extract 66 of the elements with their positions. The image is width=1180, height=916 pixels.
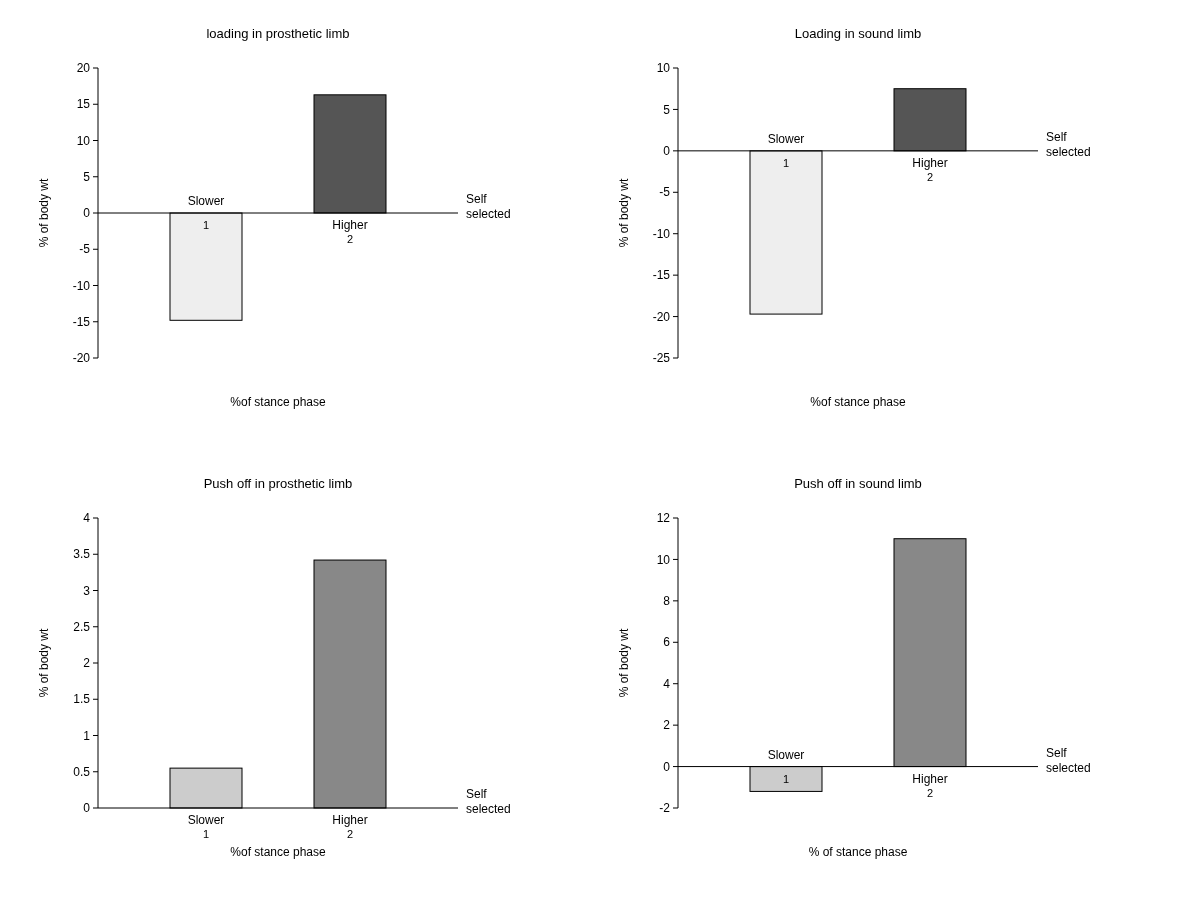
y-tick-label: 12 xyxy=(656,511,671,526)
chart-title: loading in prosthetic limb xyxy=(206,26,350,41)
y-axis-title: % of body wt xyxy=(617,177,631,248)
y-tick-label: 2.5 xyxy=(73,619,91,634)
y-tick-label: -15 xyxy=(652,268,671,283)
y-tick-label: 0 xyxy=(83,801,91,816)
text: Self selected xyxy=(466,787,511,816)
x-tick-label: Slower xyxy=(767,747,805,762)
x-tick-label: Higher xyxy=(912,771,948,786)
x-axis-title: % of stance phase xyxy=(808,845,908,859)
y-tick-label: 5 xyxy=(83,169,91,184)
y-tick-label: 4 xyxy=(83,511,91,526)
y-tick-label: -10 xyxy=(72,278,91,293)
y-tick-label: 2 xyxy=(663,718,671,733)
x-tick-label: Higher xyxy=(332,218,368,232)
y-tick-label: 0 xyxy=(83,206,91,221)
y-tick-label: 1.5 xyxy=(73,692,91,707)
y-tick-label: 5 xyxy=(663,102,671,117)
y-tick-label: -5 xyxy=(659,185,671,200)
x-tick-label: Slower xyxy=(187,813,225,827)
y-tick-label: 2 xyxy=(83,656,91,671)
y-tick-label: -5 xyxy=(79,242,91,257)
y-tick-label: 3.5 xyxy=(73,547,91,562)
y-axis-title: % of body wt xyxy=(617,627,631,698)
y-tick-label: -2 xyxy=(659,801,671,816)
y-tick-label: 0 xyxy=(663,759,671,774)
x-tick-label: Slower xyxy=(187,194,225,208)
annotation: 1 xyxy=(202,828,210,840)
y-tick-label: 10 xyxy=(656,61,671,76)
chart-title: Push off in prosthetic limb xyxy=(203,476,353,491)
y-tick-label: -15 xyxy=(72,314,91,329)
chart-title: Push off in sound limb xyxy=(794,476,922,491)
y-axis-title: % of body wt xyxy=(37,177,51,248)
y-tick-label: 0 xyxy=(663,144,671,159)
y-tick-label: 10 xyxy=(76,133,91,148)
x-axis-title: %of stance phase xyxy=(230,845,327,859)
annotation: 1 xyxy=(782,156,790,169)
x-axis-title: %of stance phase xyxy=(810,395,907,409)
y-tick-label: 20 xyxy=(76,61,91,76)
x-axis-title: %of stance phase xyxy=(230,395,327,409)
chart-title: Loading in sound limb xyxy=(794,26,922,41)
y-tick-label: -10 xyxy=(652,226,671,241)
y-tick-label: 15 xyxy=(76,97,91,112)
annotation: 2 xyxy=(926,786,934,799)
x-tick-label: Higher xyxy=(332,813,368,827)
annotation: 1 xyxy=(202,219,210,231)
text: Self selected xyxy=(1046,129,1091,159)
y-tick-label: -25 xyxy=(652,351,671,366)
y-tick-label: -20 xyxy=(652,309,671,324)
annotation: 2 xyxy=(926,170,934,183)
annotation: 2 xyxy=(346,828,354,840)
text: Self selected xyxy=(1046,745,1091,775)
text: Self selected xyxy=(466,192,511,221)
y-tick-label: 6 xyxy=(663,635,671,650)
x-tick-label: Slower xyxy=(767,131,805,146)
y-tick-label: -20 xyxy=(72,351,91,366)
y-tick-label: 3 xyxy=(83,583,91,598)
y-tick-label: 8 xyxy=(663,594,671,609)
annotation: 2 xyxy=(346,233,354,245)
y-tick-label: 4 xyxy=(663,676,671,691)
x-tick-label: Higher xyxy=(912,155,948,170)
y-tick-label: 10 xyxy=(656,552,671,567)
y-tick-label: 0.5 xyxy=(73,764,91,779)
annotation: 1 xyxy=(782,772,790,785)
y-tick-label: 1 xyxy=(83,728,91,743)
y-axis-title: % of body wt xyxy=(37,627,51,698)
